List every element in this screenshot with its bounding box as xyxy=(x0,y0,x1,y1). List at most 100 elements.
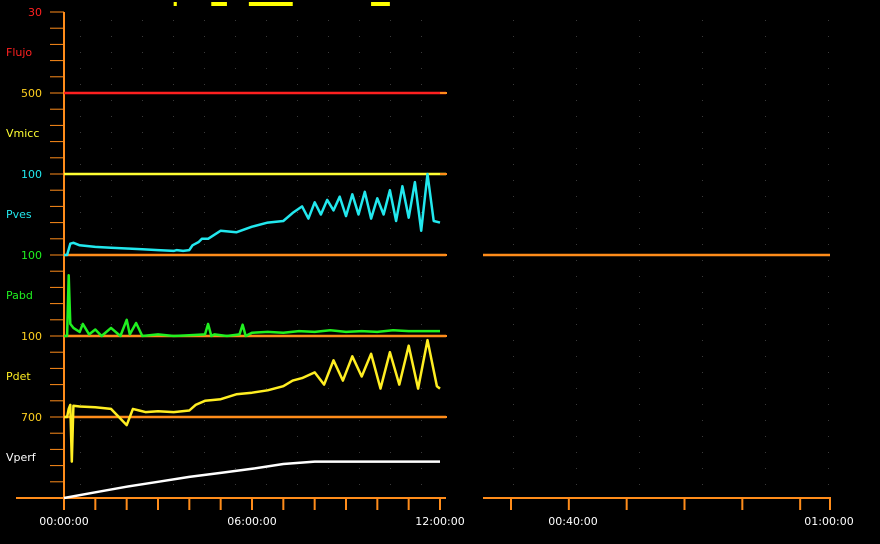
grid-dot xyxy=(204,404,205,405)
grid-dot xyxy=(173,244,174,245)
grid-dot xyxy=(204,84,205,85)
grid-dot xyxy=(639,340,640,341)
grid-dot xyxy=(576,52,577,53)
grid-dot xyxy=(266,132,267,133)
event-markers xyxy=(173,2,390,6)
grid-dot xyxy=(111,164,112,165)
grid-dot xyxy=(359,244,360,245)
grid-dot xyxy=(297,20,298,21)
grid-dot xyxy=(142,36,143,37)
grid-dot xyxy=(513,260,514,261)
grid-dot xyxy=(513,340,514,341)
grid-dot xyxy=(204,292,205,293)
grid-dot xyxy=(576,292,577,293)
grid-dot xyxy=(639,324,640,325)
grid-dot xyxy=(828,468,829,469)
grid-dot xyxy=(328,84,329,85)
grid-dot xyxy=(142,100,143,101)
grid-dot xyxy=(421,452,422,453)
grid-dot xyxy=(142,260,143,261)
grid-dot xyxy=(297,452,298,453)
grid-dot xyxy=(173,132,174,133)
grid-dot xyxy=(297,340,298,341)
grid-dot xyxy=(111,212,112,213)
grid-dot xyxy=(390,228,391,229)
grid-dot xyxy=(639,484,640,485)
grid-dot xyxy=(80,404,81,405)
grid-dot xyxy=(142,356,143,357)
grid-dot xyxy=(111,436,112,437)
channel-label-pabd: Pabd xyxy=(6,289,33,302)
grid-dot xyxy=(576,132,577,133)
grid-dot xyxy=(421,420,422,421)
tick-labels: 00:00:00 06:00:00 12:00:00 00:40:00 01:00:00 xyxy=(39,515,853,528)
grid-dot xyxy=(390,116,391,117)
grid-dot xyxy=(421,244,422,245)
grid-dot xyxy=(111,116,112,117)
grid-dot xyxy=(328,20,329,21)
grid-dot xyxy=(359,404,360,405)
grid-dot xyxy=(421,324,422,325)
grid-dot xyxy=(173,260,174,261)
grid-dot xyxy=(639,468,640,469)
grid-dot xyxy=(80,484,81,485)
grid-dot xyxy=(235,260,236,261)
grid-dot xyxy=(235,420,236,421)
grid-dot xyxy=(297,180,298,181)
grid-dot xyxy=(111,308,112,309)
grid-dot xyxy=(513,356,514,357)
grid-dot xyxy=(702,388,703,389)
grid-dot xyxy=(235,228,236,229)
grid-dot xyxy=(513,404,514,405)
grid-dot xyxy=(390,388,391,389)
grid-dot xyxy=(111,340,112,341)
grid-dot xyxy=(142,116,143,117)
grid-dot xyxy=(639,388,640,389)
grid-dot xyxy=(702,436,703,437)
grid-dot xyxy=(297,68,298,69)
grid-dot xyxy=(765,420,766,421)
grid-dot xyxy=(359,84,360,85)
grid-dot xyxy=(390,484,391,485)
grid-dot xyxy=(328,324,329,325)
grid-dot xyxy=(266,356,267,357)
grid-dot xyxy=(80,260,81,261)
grid-dot xyxy=(828,420,829,421)
grid-dot xyxy=(359,148,360,149)
grid-dot xyxy=(421,68,422,69)
grid-dot xyxy=(235,372,236,373)
grid-dot xyxy=(204,356,205,357)
grid-dot xyxy=(765,436,766,437)
grid-dot xyxy=(235,324,236,325)
grid-dot xyxy=(80,196,81,197)
grid-dot xyxy=(765,84,766,85)
grid-dot xyxy=(765,340,766,341)
grid-dot xyxy=(204,116,205,117)
grid-dot xyxy=(765,100,766,101)
grid-dot xyxy=(421,404,422,405)
grid-dot xyxy=(765,468,766,469)
grid-dot xyxy=(421,468,422,469)
grid-dot xyxy=(173,68,174,69)
grid-dot xyxy=(702,180,703,181)
grid-dot xyxy=(204,228,205,229)
grid-dot xyxy=(513,196,514,197)
grid-dot xyxy=(297,436,298,437)
grid-dot xyxy=(142,164,143,165)
grid-dot xyxy=(142,84,143,85)
grid-dot xyxy=(576,164,577,165)
grid-dot xyxy=(142,276,143,277)
grid-dot xyxy=(421,180,422,181)
grid-dot xyxy=(513,468,514,469)
grid-dot xyxy=(513,372,514,373)
grid-dot xyxy=(828,132,829,133)
grid-dot xyxy=(173,292,174,293)
grid-dot xyxy=(173,484,174,485)
scale-label: 700 xyxy=(21,411,42,424)
grid-dot xyxy=(328,148,329,149)
grid-dot xyxy=(328,132,329,133)
grid-dot xyxy=(639,116,640,117)
grid-dot xyxy=(513,420,514,421)
